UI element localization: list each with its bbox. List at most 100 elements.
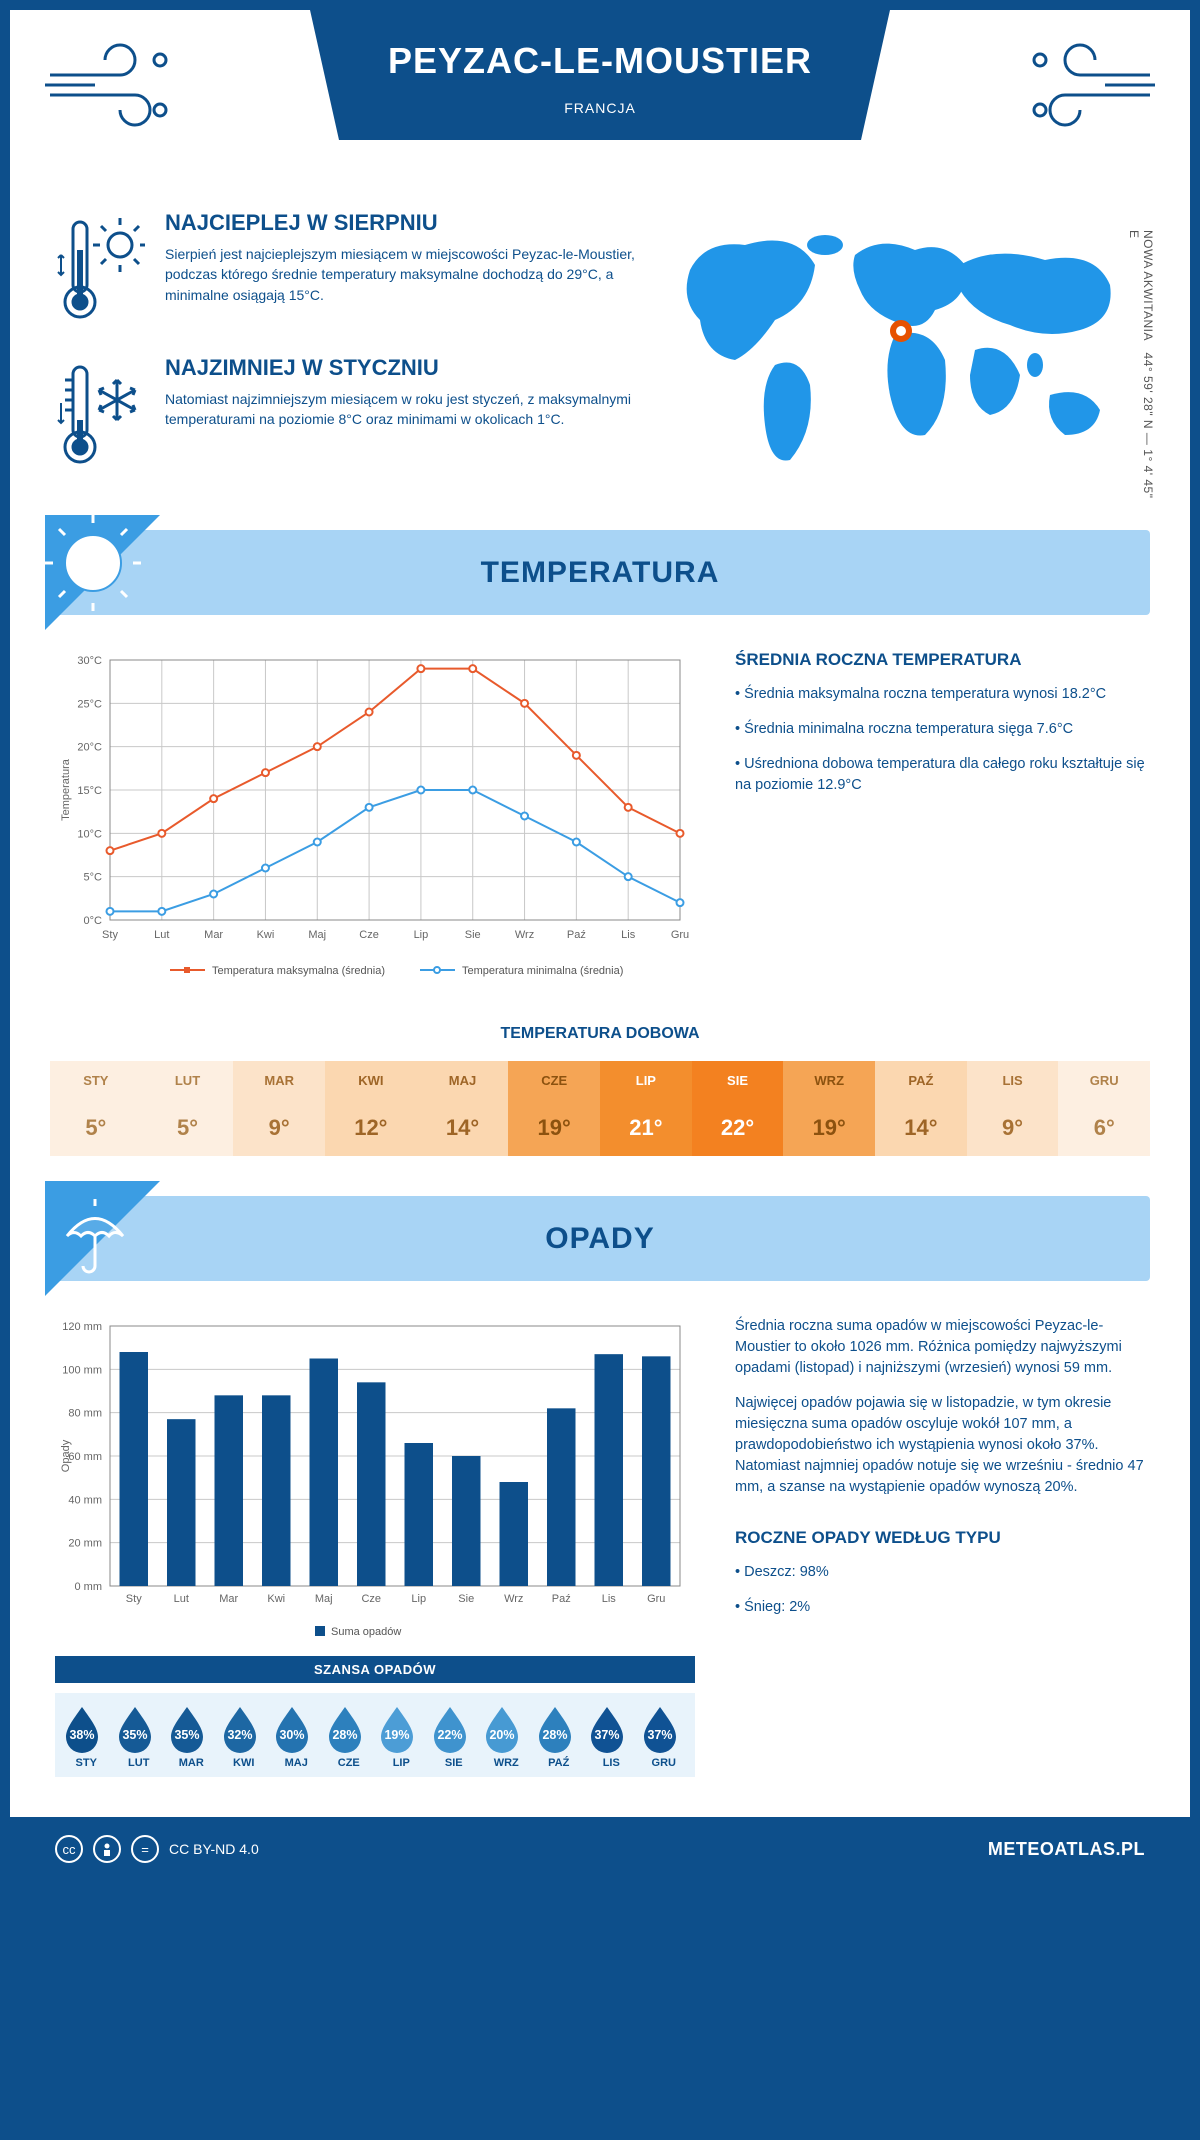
svg-text:0°C: 0°C [84,915,103,927]
daily-cell: LIS9° [967,1061,1059,1156]
daily-cell: CZE19° [508,1061,600,1156]
precip-type-title: ROCZNE OPADY WEDŁUG TYPU [735,1528,1145,1548]
chance-cell: 37% LIS [585,1703,638,1769]
daily-cell: MAJ14° [417,1061,509,1156]
header: PEYZAC-LE-MOUSTIER FRANCJA [10,10,1190,190]
svg-text:20 mm: 20 mm [68,1538,102,1550]
daily-cell: STY5° [50,1061,142,1156]
umbrella-icon [45,1181,160,1296]
precip-chance-title: SZANSA OPADÓW [55,1656,695,1683]
precipitation-info: Średnia roczna suma opadów w miejscowośc… [735,1316,1145,1646]
chance-cell: 19% LIP [375,1703,428,1769]
daily-cell: GRU6° [1058,1061,1150,1156]
site-name: METEOATLAS.PL [988,1839,1145,1860]
svg-text:35%: 35% [122,1728,147,1742]
svg-text:Sty: Sty [102,929,118,941]
svg-text:Gru: Gru [647,1593,665,1605]
country-label: FRANCJA [310,100,890,116]
temperature-banner: TEMPERATURA [50,530,1150,615]
temperature-info: ŚREDNIA ROCZNA TEMPERATURA • Średnia mak… [735,650,1145,990]
svg-text:100 mm: 100 mm [62,1364,102,1376]
svg-text:19%: 19% [384,1728,409,1742]
svg-text:Wrz: Wrz [515,929,534,941]
precipitation-chart: 0 mm20 mm40 mm60 mm80 mm100 mm120 mmStyL… [55,1316,695,1646]
chance-cell: 38% STY [60,1703,113,1769]
daily-cell: WRZ19° [783,1061,875,1156]
daily-cell: KWI12° [325,1061,417,1156]
temperature-title: TEMPERATURA [481,556,720,590]
svg-text:Mar: Mar [204,929,223,941]
svg-text:120 mm: 120 mm [62,1321,102,1333]
svg-text:Sty: Sty [126,1593,142,1605]
svg-text:Sie: Sie [465,929,481,941]
svg-text:80 mm: 80 mm [68,1408,102,1420]
svg-text:Lut: Lut [174,1593,189,1605]
infographic-page: PEYZAC-LE-MOUSTIER FRANCJA [10,10,1190,1881]
chance-cell: 28% CZE [323,1703,376,1769]
svg-text:Lis: Lis [621,929,636,941]
precip-p1: Średnia roczna suma opadów w miejscowośc… [735,1316,1145,1379]
svg-text:Gru: Gru [671,929,689,941]
coordinates: NOWA AKWITANIA 44° 59' 28" N — 1° 4' 45"… [1127,230,1155,500]
svg-text:10°C: 10°C [77,828,102,840]
chance-cell: 35% MAR [165,1703,218,1769]
intro-cold-text: Natomiast najzimniejszym miesiącem w rok… [165,389,635,430]
svg-text:Suma opadów: Suma opadów [331,1626,401,1638]
daily-temp-title: TEMPERATURA DOBOWA [10,1025,1190,1043]
daily-cell: LUT5° [142,1061,234,1156]
license-block: cc = CC BY-ND 4.0 [55,1835,259,1863]
svg-text:Sie: Sie [458,1593,474,1605]
map-location-pin [890,320,912,342]
svg-text:32%: 32% [227,1728,252,1742]
chance-cell: 22% SIE [428,1703,481,1769]
precipitation-title: OPADY [545,1222,654,1256]
svg-text:28%: 28% [332,1728,357,1742]
footer: cc = CC BY-ND 4.0 METEOATLAS.PL [10,1817,1190,1881]
svg-text:Cze: Cze [359,929,379,941]
svg-text:37%: 37% [594,1728,619,1742]
svg-text:30°C: 30°C [77,655,102,667]
by-icon [93,1835,121,1863]
daily-cell: PAŹ14° [875,1061,967,1156]
precipitation-banner: OPADY [50,1196,1150,1281]
svg-text:20°C: 20°C [77,742,102,754]
temp-info-b1: • Średnia maksymalna roczna temperatura … [735,684,1145,705]
daily-temp-table: STY5° LUT5° MAR9° KWI12° MAJ14° CZE19° L… [50,1061,1150,1156]
chance-cell: 37% GRU [638,1703,691,1769]
svg-text:28%: 28% [542,1728,567,1742]
svg-text:Wrz: Wrz [504,1593,523,1605]
intro-hot-text: Sierpień jest najcieplejszym miesiącem w… [165,244,635,305]
daily-cell: SIE22° [692,1061,784,1156]
cc-icon: cc [55,1835,83,1863]
wind-swirl-icon [1010,35,1160,135]
sun-icon [45,515,160,630]
thermometer-cold-icon [55,355,145,475]
svg-text:Temperatura maksymalna (średni: Temperatura maksymalna (średnia) [212,965,385,977]
svg-text:5°C: 5°C [84,872,103,884]
svg-text:Kwi: Kwi [267,1593,285,1605]
svg-text:Lip: Lip [411,1593,426,1605]
intro-hot-title: NAJCIEPLEJ W SIERPNIU [165,210,635,236]
intro-hot: NAJCIEPLEJ W SIERPNIU Sierpień jest najc… [55,210,635,330]
thermometer-hot-icon [55,210,145,330]
svg-text:Opady: Opady [60,1439,72,1472]
svg-text:Lip: Lip [414,929,429,941]
svg-text:Lut: Lut [154,929,169,941]
svg-text:22%: 22% [437,1728,462,1742]
daily-cell: LIP21° [600,1061,692,1156]
svg-text:Kwi: Kwi [257,929,275,941]
world-map: NOWA AKWITANIA 44° 59' 28" N — 1° 4' 45"… [665,210,1145,500]
svg-text:25°C: 25°C [77,698,102,710]
temp-info-title: ŚREDNIA ROCZNA TEMPERATURA [735,650,1145,670]
chance-cell: 30% MAJ [270,1703,323,1769]
svg-text:Paź: Paź [552,1593,571,1605]
svg-text:Maj: Maj [308,929,326,941]
svg-text:Paź: Paź [567,929,586,941]
svg-text:38%: 38% [69,1728,94,1742]
intro-section: NAJCIEPLEJ W SIERPNIU Sierpień jest najc… [10,190,1190,530]
intro-cold-title: NAJZIMNIEJ W STYCZNIU [165,355,635,381]
chance-cell: 20% WRZ [480,1703,533,1769]
daily-cell: MAR9° [233,1061,325,1156]
svg-text:20%: 20% [489,1728,514,1742]
svg-text:37%: 37% [647,1728,672,1742]
